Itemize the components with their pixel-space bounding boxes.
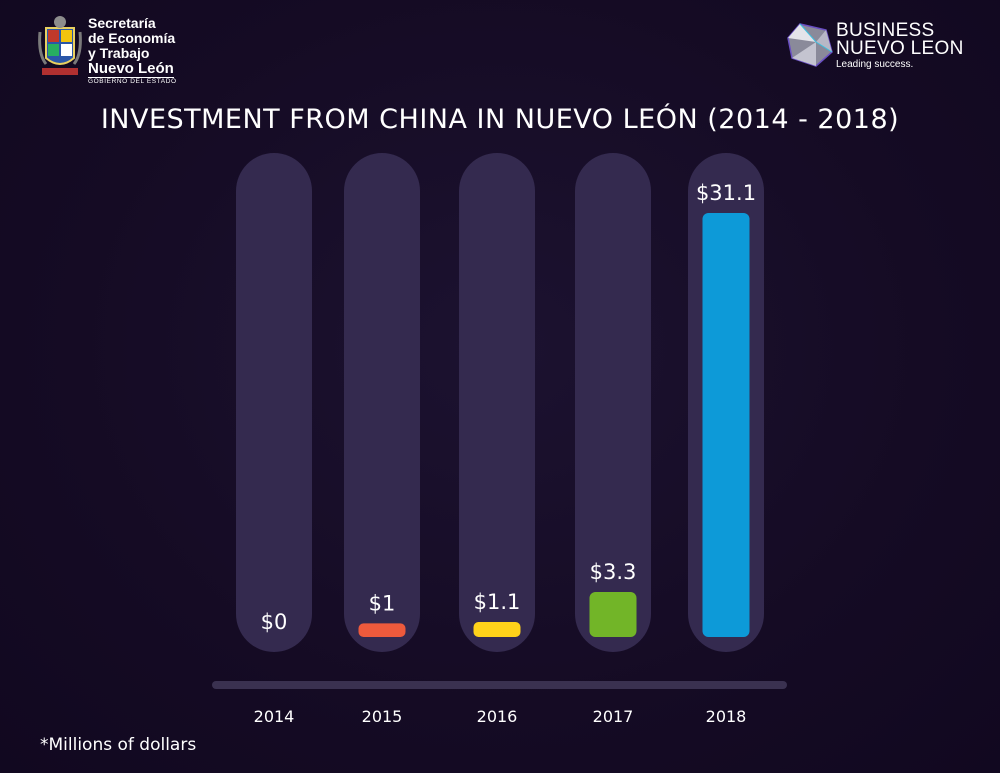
brand-tagline: Leading success. (836, 59, 914, 70)
bar-2016 (473, 622, 521, 637)
tick-label-2014: 2014 (254, 707, 295, 726)
coat-of-arms-icon (38, 16, 82, 75)
tick-label-2018: 2018 (706, 707, 747, 726)
data-label-2016: $1.1 (474, 590, 521, 614)
tick-label-2016: 2016 (477, 707, 518, 726)
bar-2018 (702, 213, 750, 637)
secretaria-economia-logo: Secretaría de Economía y Trabajo Nuevo L… (38, 14, 178, 85)
chart-title: INVESTMENT FROM CHINA IN NUEVO LEÓN (201… (100, 104, 900, 135)
tick-label-2015: 2015 (362, 707, 403, 726)
data-label-2015: $1 (369, 591, 396, 615)
data-label-2018: $31.1 (696, 181, 756, 205)
crystal-icon (787, 23, 833, 67)
bar-track-2015 (344, 153, 420, 652)
bar-track-2017 (575, 153, 651, 652)
data-label-2014: $0 (261, 610, 288, 634)
logo-text-line1: Secretaría (88, 15, 156, 31)
tick-label-2017: 2017 (593, 707, 634, 726)
footnote: *Millions of dollars (40, 735, 197, 755)
business-nuevo-leon-logo: BUSINESS NUEVO LEON Leading success. (786, 20, 976, 80)
chart-baseline (212, 681, 787, 689)
bar-2015 (358, 623, 406, 637)
bar-track-2014 (236, 153, 312, 652)
logo-text-line3: y Trabajo (88, 45, 150, 61)
brand-line1: BUSINESS (836, 20, 935, 41)
logo-text-line4: Nuevo León (88, 60, 174, 78)
logo-text-line2: de Economía (88, 30, 176, 46)
brand-line2: NUEVO LEON (836, 38, 964, 59)
bar-2017 (589, 592, 637, 637)
bar-track-2016 (459, 153, 535, 652)
logo-text-line5: GOBIERNO DEL ESTADO (88, 78, 177, 85)
data-label-2017: $3.3 (590, 560, 637, 584)
